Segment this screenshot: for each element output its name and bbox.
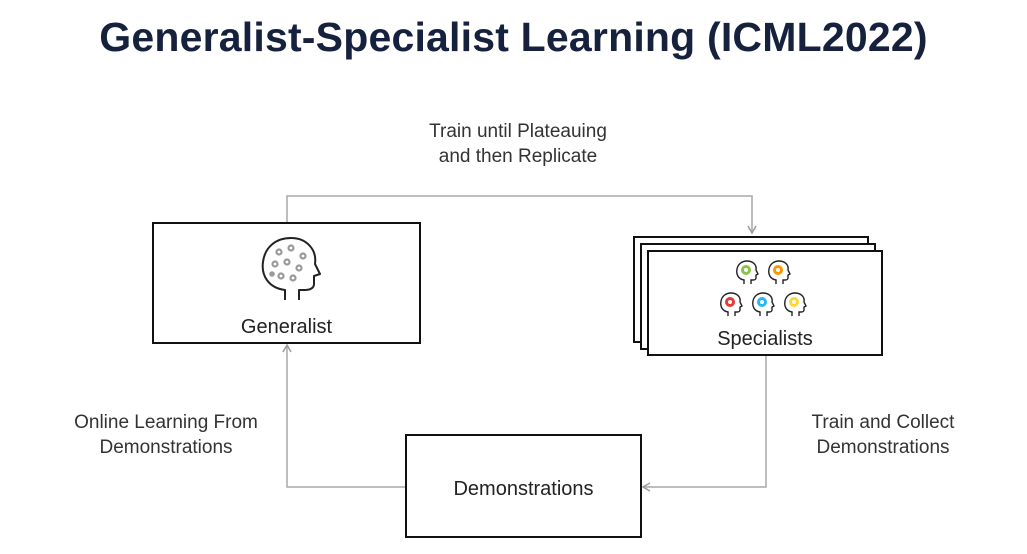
specialists-box: Specialists [647,250,883,356]
arrow-demonstrations-to-generalist [282,343,405,488]
left-edge-label-line2: Demonstrations [99,437,233,458]
specialist-head-icon [752,292,775,316]
top-edge-label-line1: Train until Plateauing [429,121,607,142]
right-edge-label: Train and Collect Demonstrations [778,410,988,460]
specialist-head-icon [720,292,743,316]
demonstrations-box: Demonstrations [405,434,642,538]
colored-heads-icon [720,260,807,316]
top-edge-label-line2: and then Replicate [438,146,598,167]
page-title: Generalist-Specialist Learning (ICML2022… [99,14,928,60]
specialist-head-icon [784,292,807,316]
specialist-head-icon [768,260,791,284]
arrow-generalist-to-specialists [286,195,757,235]
right-edge-label-line2: Demonstrations [816,437,950,458]
right-edge-label-line1: Train and Collect [811,412,955,433]
left-edge-label: Online Learning From Demonstrations [46,410,286,460]
arrow-specialists-to-demonstrations [641,356,767,492]
generalist-label: Generalist [240,316,333,338]
specialists-label: Specialists [717,328,813,350]
top-edge-label: Train until Plateauing and then Replicat… [368,119,668,169]
specialist-head-icon [736,260,759,284]
head-with-gears-icon [261,237,321,300]
generalist-box: Generalist [152,222,421,344]
left-edge-label-line1: Online Learning From [74,412,258,433]
demonstrations-label: Demonstrations [453,478,594,500]
